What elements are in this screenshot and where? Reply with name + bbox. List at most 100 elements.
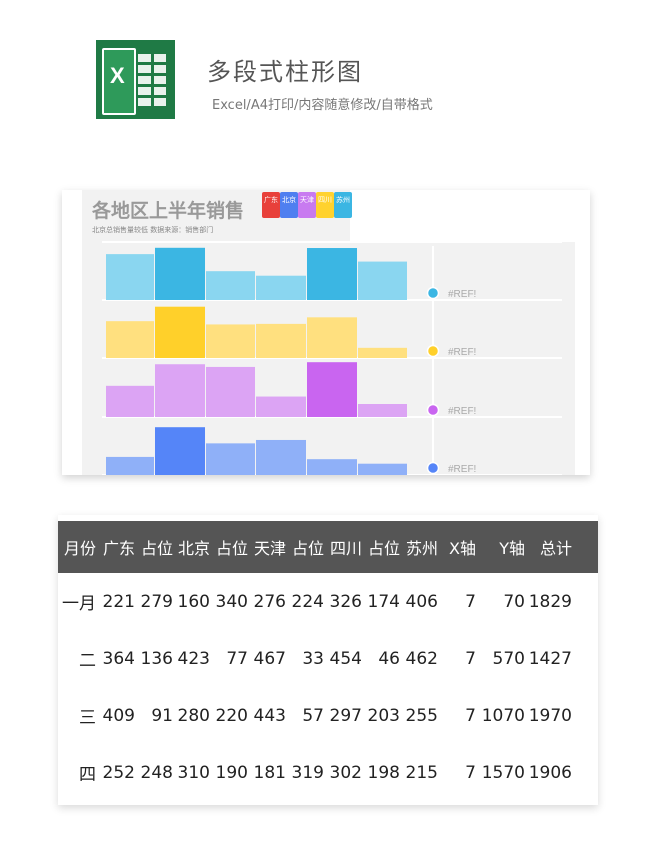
series-dot: [426, 403, 440, 417]
bar: [106, 254, 154, 300]
column-header: 占位: [210, 521, 248, 573]
bar: [155, 364, 205, 417]
table-cell: 220: [215, 705, 248, 726]
table-cell: 四: [79, 765, 96, 785]
bar: [358, 347, 407, 358]
table-cell: 297: [329, 705, 362, 726]
table-cell: 364: [102, 648, 135, 669]
column-header: 北京: [173, 521, 210, 573]
table-cell: 570: [492, 648, 525, 669]
bar: [206, 271, 255, 300]
multi-row-bar-chart: #REF! #REF! #REF! #REF!: [102, 241, 562, 475]
column-header: 占位: [135, 521, 173, 573]
table-cell: 33: [302, 648, 324, 669]
bar: [106, 321, 154, 358]
table-cell: 280: [177, 705, 210, 726]
bar: [206, 443, 255, 475]
chart-title: 各地区上半年销售: [92, 200, 245, 222]
bar: [256, 323, 306, 358]
table-cell: 1570: [481, 762, 525, 783]
column-header: 总计: [525, 521, 572, 573]
table-cell: 7: [465, 591, 476, 612]
table-cell: 406: [405, 591, 438, 612]
table-cell: 409: [102, 705, 135, 726]
bar: [256, 439, 306, 475]
series-dot: [426, 461, 440, 475]
table-cell: 454: [329, 648, 362, 669]
bar: [307, 362, 357, 417]
table-cell: 7: [465, 762, 476, 783]
table-cell: 276: [253, 591, 286, 612]
table-cell: 279: [140, 591, 173, 612]
bar: [307, 459, 357, 475]
table-cell: 1070: [481, 705, 525, 726]
bar: [307, 248, 357, 300]
series-dot: [426, 344, 440, 358]
column-header: Y轴: [476, 521, 525, 573]
table-cell: 7: [465, 648, 476, 669]
column-header: 占位: [362, 521, 400, 573]
table-cell: 三: [79, 708, 96, 728]
table-cell: 160: [177, 591, 210, 612]
table-cell: 467: [253, 648, 286, 669]
table-cell: 91: [151, 705, 173, 726]
table-cell: 1427: [528, 648, 572, 669]
series-label: #REF!: [448, 347, 476, 358]
column-header: 占位: [286, 521, 324, 573]
bar: [307, 317, 357, 358]
legend-item: 天津: [298, 192, 316, 218]
table-row: 三 409 91 280 220 443 57 297 203 255 7 1070 1970: [58, 687, 598, 744]
bar: [358, 404, 407, 417]
legend-item: 四川: [316, 192, 334, 218]
data-table: 月份 广东 占位 北京 占位 天津 占位 四川 占位 苏州 X轴 Y轴 总计 一月 221 279 160 34…: [58, 521, 598, 801]
bar: [206, 366, 255, 417]
bar: [358, 463, 407, 475]
table-cell: 221: [102, 591, 135, 612]
table-cell: 248: [140, 762, 173, 783]
table-cell: 319: [291, 762, 324, 783]
column-header: 四川: [324, 521, 362, 573]
table-cell: 174: [367, 591, 400, 612]
series-label: #REF!: [448, 406, 476, 417]
bar: [206, 324, 255, 358]
table-cell: 7: [465, 705, 476, 726]
table-row: 四 252 248 310 190 181 319 302 198 215 7 1570 1906: [58, 744, 598, 801]
series-dot: [426, 286, 440, 300]
table-cell: 302: [329, 762, 362, 783]
table-cell: 326: [329, 591, 362, 612]
legend: 广东 北京 天津 四川 苏州: [262, 192, 352, 218]
series-label: #REF!: [448, 464, 476, 475]
chart-note: 北京总销售量较低 数据来源：销售部门: [92, 226, 214, 234]
bar: [155, 306, 205, 358]
table-cell: 二: [79, 651, 96, 671]
table-cell: 70: [503, 591, 525, 612]
bar: [155, 427, 205, 475]
table-cell: 46: [378, 648, 400, 669]
bar: [106, 456, 154, 475]
table-cell: 340: [215, 591, 248, 612]
column-header: 月份: [58, 521, 96, 573]
series-label: #REF!: [448, 289, 476, 300]
table-row: 一月 221 279 160 340 276 224 326 174 406 7 70 1829: [58, 573, 598, 630]
column-header: 天津: [248, 521, 286, 573]
legend-item: 北京: [280, 192, 298, 218]
bar: [155, 247, 205, 300]
page-subtitle: Excel/A4打印/内容随意修改/自带格式: [212, 98, 433, 113]
table-cell: 423: [177, 648, 210, 669]
table-cell: 203: [367, 705, 400, 726]
table-cell: 198: [367, 762, 400, 783]
table-cell: 462: [405, 648, 438, 669]
page-title: 多段式柱形图: [207, 58, 363, 86]
column-header: 苏州: [400, 521, 438, 573]
legend-item: 苏州: [334, 192, 352, 218]
bar: [106, 385, 154, 417]
chart-card: 各地区上半年销售 北京总销售量较低 数据来源：销售部门 广东 北京 天津 四川 苏州 #…: [62, 190, 590, 475]
table-cell: 77: [226, 648, 248, 669]
table-cell: 443: [253, 705, 286, 726]
bar: [256, 275, 306, 300]
legend-item: 广东: [262, 192, 280, 218]
column-header: X轴: [438, 521, 476, 573]
bar: [256, 396, 306, 417]
table-cell: 一月: [62, 594, 96, 614]
table-cell: 1906: [528, 762, 572, 783]
